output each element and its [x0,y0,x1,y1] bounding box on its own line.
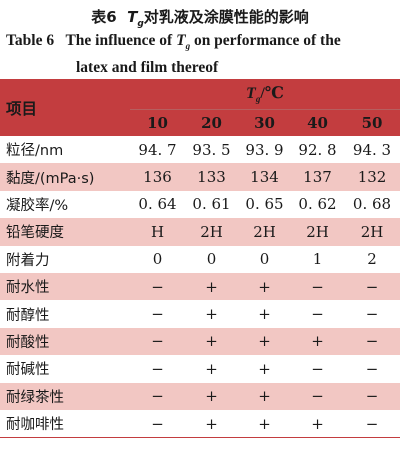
cell-value: 2H [253,222,276,241]
cell-value: 137 [303,168,332,187]
cell-value: − [151,332,164,351]
cell-value: 94. 3 [352,140,392,159]
cell-value: 2 [367,250,377,269]
table-caption-chinese: 表6 Tg对乳液及涂膜性能的影响 [0,6,400,29]
cell-value: 134 [250,168,279,187]
cell-value: + [205,305,218,324]
cell-value: + [258,387,271,406]
cell-value: H [150,222,165,241]
cell-value: − [311,277,324,296]
cell-value: + [311,332,324,351]
row-label: 粒径/nm [6,143,64,160]
row-label: 耐酸性 [6,334,50,351]
row-label: 凝胶率/% [6,197,69,214]
cell-value: 1 [312,250,323,269]
caption-title-en-start: Table 6 The influence of [6,32,177,49]
cell-value: 0 [259,250,270,269]
cell-value: 0. 61 [192,195,231,214]
cell-value: − [365,277,379,296]
cell-value: − [151,305,164,324]
cell-value: − [365,387,379,406]
cell-value: − [365,414,379,433]
cell-value: 92. 8 [298,140,337,159]
cell-value: 136 [143,168,172,187]
cell-value: 2H [200,222,223,241]
cell-value: − [311,359,324,378]
row-label: 黏度/(mPa·s) [6,170,95,187]
cell-value: − [151,277,164,296]
cell-value: − [311,305,324,324]
table-row: 铅笔硬度 H 2H 2H 2H 2H [0,218,400,246]
cell-value: + [258,332,271,351]
row-label: 耐碱性 [6,362,50,379]
table-body: 粒径/nm 94. 7 93. 5 93. 9 92. 8 94. 3 黏度/(mPa·s)… [0,136,400,438]
cell-value: + [258,359,271,378]
cell-value: 2H [360,222,384,241]
row-label: 铅笔硬度 [6,225,64,242]
header-item: 项目 [6,99,38,118]
cell-value: + [205,359,218,378]
cell-value: + [205,332,218,351]
row-label: 耐醇性 [6,307,50,324]
cell-value: 94. 7 [138,140,177,159]
header-col-20: 20 [185,109,238,136]
cell-value: 0 [152,250,163,269]
table-row: 耐醇性 − + + − − [0,300,400,328]
cell-value: + [311,414,324,433]
tg-symbol-en: Tg [176,32,191,52]
header-tg-group: Tg/℃ [246,85,284,105]
row-label: 耐咖啡性 [6,417,64,434]
tg-symbol: Tg [127,8,144,29]
header-col-40: 40 [291,109,344,136]
cell-value: − [365,305,379,324]
header-columns: 10 20 30 40 50 [0,109,400,136]
row-label: 耐水性 [6,280,50,297]
cell-value: − [151,359,164,378]
caption-title-cn: 对乳液及涂膜性能的影响 [143,8,309,26]
caption-title-en-line2: latex and film thereof [76,59,219,77]
caption-title-en-end: on performance of the [190,32,341,49]
cell-value: 2H [306,222,329,241]
table-row: 耐咖啡性 − + + + − [0,409,400,438]
header-col-10: 10 [130,109,185,136]
cell-value: − [311,387,324,406]
table-row: 耐水性 − + + − − [0,272,400,301]
cell-value: + [258,277,271,296]
cell-value: 132 [357,168,387,187]
cell-value: 0. 64 [138,195,177,214]
header-col-50: 50 [344,109,400,136]
cell-value: + [258,414,271,433]
cell-value: 0. 68 [352,195,392,214]
cell-value: + [258,305,271,324]
cell-value: − [151,414,164,433]
cell-value: 0 [206,250,217,269]
cell-value: + [205,414,218,433]
table-row: 粒径/nm 94. 7 93. 5 93. 9 92. 8 94. 3 [0,136,400,164]
cell-value: 93. 5 [192,140,231,159]
cell-value: + [205,277,218,296]
table-caption-english: Table 6 The influence of Tg on performan… [6,30,398,78]
cell-value: 133 [197,168,226,187]
cell-value: − [151,387,164,406]
table-row: 附着力 0 0 0 1 2 [0,245,400,273]
table-header: 项目 Tg/℃ 10 20 30 40 50 [0,79,400,136]
table-row: 耐碱性 − + + − − [0,355,400,383]
caption-number: 表6 [91,8,117,26]
row-label: 附着力 [6,252,50,269]
row-label: 耐绿茶性 [6,389,64,406]
table-row: 耐酸性 − + + + − [0,327,400,356]
table-row: 黏度/(mPa·s) 136 133 134 137 132 [0,163,400,191]
cell-value: 0. 62 [298,195,337,214]
header-col-30: 30 [238,109,291,136]
cell-value: − [365,359,379,378]
cell-value: 0. 65 [245,195,284,214]
cell-value: − [365,332,379,351]
table-row: 凝胶率/% 0. 64 0. 61 0. 65 0. 62 0. 68 [0,190,400,219]
cell-value: 93. 9 [245,140,284,159]
cell-value: + [205,387,218,406]
table-row: 耐绿茶性 − + + − − [0,382,400,410]
